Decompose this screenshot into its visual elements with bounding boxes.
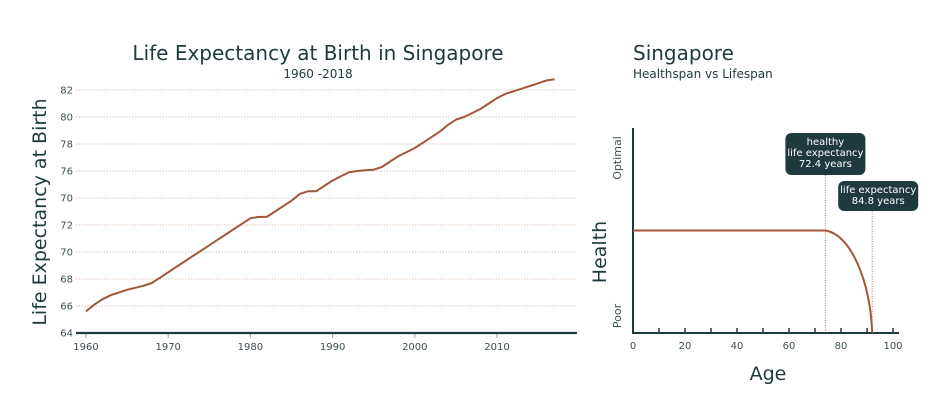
- left-y-axis-label: Life Expectancy at Birth: [29, 98, 51, 325]
- x-tick-label: 80: [835, 341, 848, 352]
- callout-box: [785, 133, 866, 175]
- y-tick-label: 66: [60, 302, 73, 313]
- y-tick-label: 72: [60, 221, 73, 232]
- y-tick-label: 70: [60, 194, 73, 205]
- x-tick-label: 1970: [155, 342, 180, 353]
- left-chart-subtitle: 1960 -2018: [283, 67, 352, 81]
- callout-text-line: healthy: [807, 137, 845, 148]
- right-x-axis-label: Age: [750, 363, 787, 385]
- callout-text-line: life expectancy: [787, 148, 863, 159]
- x-tick-label: 1960: [73, 342, 98, 353]
- y-tick-label: 70: [60, 248, 73, 259]
- y-tick-label: 68: [60, 275, 73, 286]
- callout-text-line: 84.8 years: [852, 196, 905, 207]
- x-tick-label: 2010: [484, 342, 509, 353]
- health-curve: [633, 229, 874, 334]
- y-tick-label: 80: [60, 113, 73, 124]
- x-tick-label: 20: [679, 341, 692, 352]
- right-y-axis-label: Health: [589, 221, 611, 283]
- x-tick-label: 40: [731, 341, 744, 352]
- x-tick-label: 2000: [402, 342, 427, 353]
- y-tick-label: 78: [60, 140, 73, 151]
- x-tick-label: 0: [630, 341, 636, 352]
- callout-text-line: life expectancy: [840, 185, 916, 196]
- callout-text-line: 72.4 years: [799, 159, 852, 170]
- life-expectancy-chart: Life Expectancy at Birth in Singapore 19…: [29, 41, 577, 353]
- y-label-optimal: Optimal: [611, 136, 624, 180]
- x-tick-label: 1980: [238, 342, 263, 353]
- life-expectancy-line: [85, 78, 555, 313]
- x-tick-label: 60: [783, 341, 796, 352]
- left-chart-title: Life Expectancy at Birth in Singapore: [132, 41, 503, 65]
- y-label-poor: Poor: [611, 303, 624, 328]
- y-tick-label: 82: [60, 86, 73, 97]
- x-tick-label: 1990: [320, 342, 345, 353]
- right-chart-subtitle: Healthspan vs Lifespan: [633, 67, 773, 81]
- right-chart-title: Singapore: [633, 41, 734, 65]
- y-tick-label: 64: [60, 329, 73, 340]
- y-tick-label: 76: [60, 167, 73, 178]
- x-tick-label: 100: [883, 341, 902, 352]
- healthspan-chart: Singapore Healthspan vs Lifespan Health …: [589, 41, 919, 385]
- callout-box: [838, 181, 919, 211]
